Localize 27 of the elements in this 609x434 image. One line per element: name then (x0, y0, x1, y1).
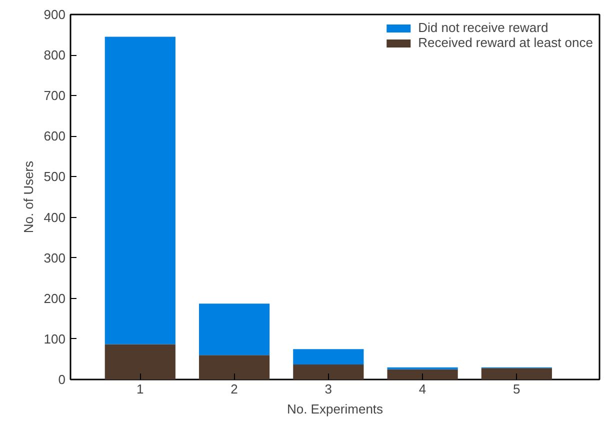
y-tick-label: 100 (44, 331, 66, 346)
bar (104, 36, 176, 344)
x-tick-label: 1 (136, 382, 144, 396)
y-tick-label: 400 (44, 210, 66, 225)
bar (198, 304, 270, 356)
y-tick-label: 600 (44, 128, 66, 144)
bar (198, 355, 270, 380)
bar (293, 364, 364, 380)
legend-label: Did not receive reward (418, 20, 548, 35)
y-axis-title: No. of Users (20, 160, 36, 234)
bar (481, 368, 552, 380)
y-tick-label: 900 (44, 7, 66, 22)
x-tick-label: 4 (418, 382, 426, 396)
bar (293, 349, 364, 364)
x-axis-title: No. Experiments (286, 402, 384, 416)
legend-label: Received reward at least once (418, 35, 593, 50)
y-tick-label: 0 (58, 372, 66, 387)
y-tick-label: 500 (44, 169, 66, 184)
x-tick-label: 5 (513, 382, 520, 396)
y-tick-label: 800 (44, 48, 66, 63)
y-tick-label: 700 (44, 88, 66, 104)
bar (387, 369, 458, 380)
y-tick-label: 300 (44, 250, 66, 266)
x-tick-label: 3 (324, 382, 332, 396)
y-tick-label: 200 (44, 290, 66, 306)
x-tick-label: 2 (230, 382, 238, 396)
bar (104, 344, 176, 380)
